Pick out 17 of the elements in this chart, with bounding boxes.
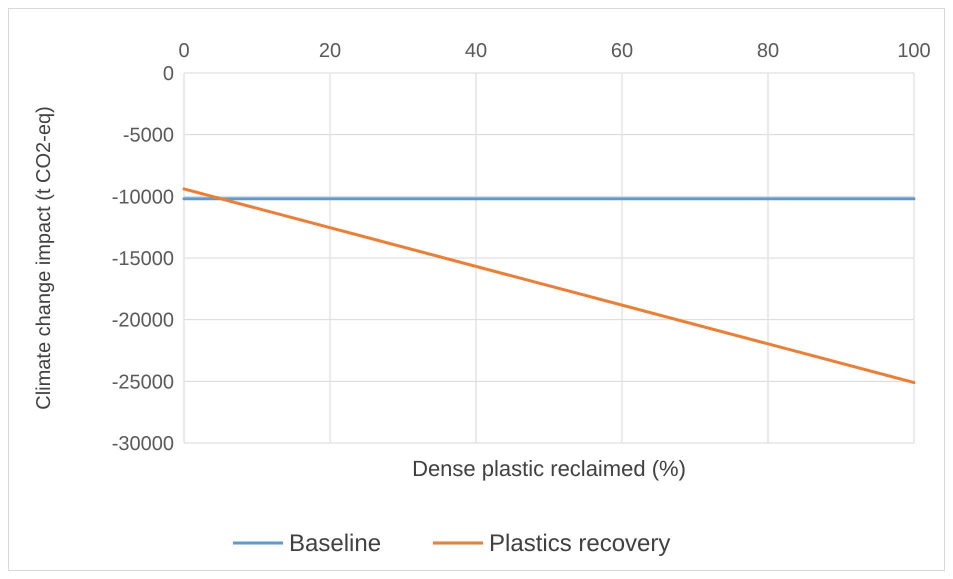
y-tick-label: -15000 [112,248,174,270]
x-tick-label: 20 [318,40,342,62]
x-axis-title: Dense plastic reclaimed (%) [412,456,686,481]
y-tick-label: -10000 [112,186,174,208]
y-axis-title: Climate change impact (t CO2-eq) [33,106,55,410]
x-tick-label: 80 [756,40,780,62]
y-tick-label: -25000 [112,371,174,394]
x-tick-label: 0 [178,40,190,62]
legend-label: Plastics recovery [489,530,670,557]
x-tick-label: 40 [464,40,488,62]
x-tick-label: 60 [610,40,634,62]
x-tick-label: 100 [897,40,931,62]
y-tick-label: -30000 [112,433,174,455]
y-tick-label: 0 [162,63,174,85]
y-tick-label: -20000 [112,310,174,332]
y-tick-label: -5000 [122,124,174,147]
legend-label: Baseline [289,530,382,557]
